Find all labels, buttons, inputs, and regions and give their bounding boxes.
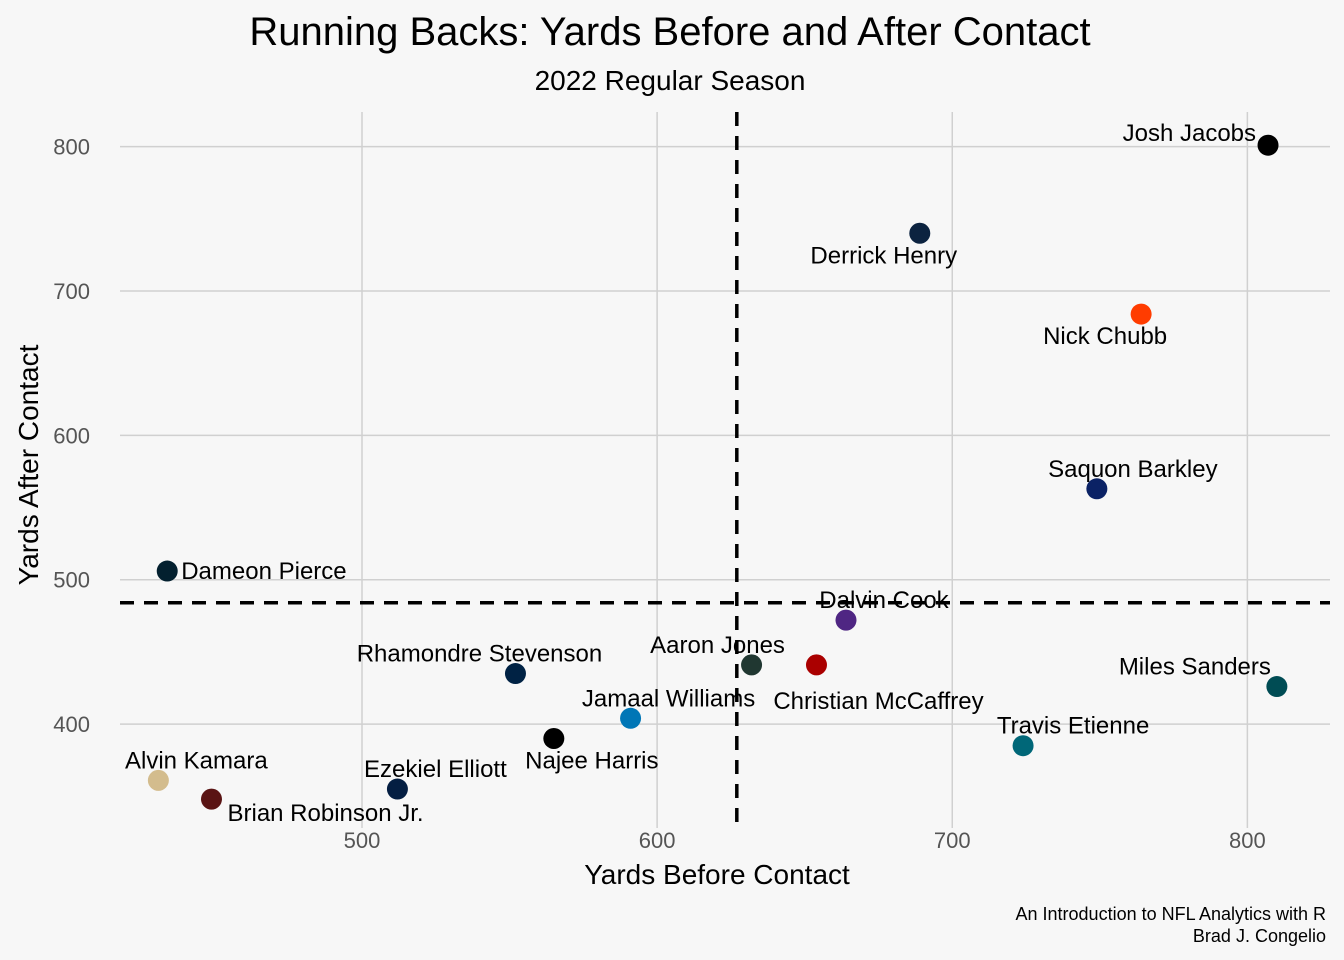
grid-layer xyxy=(120,112,1330,828)
point-label: Rhamondre Stevenson xyxy=(357,641,602,668)
point-label: Miles Sanders xyxy=(1119,654,1271,681)
data-point xyxy=(1130,303,1152,325)
point-label: Brian Robinson Jr. xyxy=(227,800,423,827)
data-point xyxy=(741,654,763,676)
caption-line-1: An Introduction to NFL Analytics with R xyxy=(1016,904,1326,924)
point-label: Najee Harris xyxy=(525,748,658,775)
data-point xyxy=(1266,676,1288,698)
data-point xyxy=(1257,134,1279,156)
y-tick-label: 800 xyxy=(53,135,90,160)
point-label: Alvin Kamara xyxy=(125,747,268,774)
data-point xyxy=(200,788,222,810)
y-tick-label: 400 xyxy=(53,712,90,737)
data-point xyxy=(1086,478,1108,500)
x-tick-label: 500 xyxy=(344,828,381,853)
x-tick-label: 600 xyxy=(639,828,676,853)
point-label: Ezekiel Elliott xyxy=(364,756,507,783)
point-label: Aaron Jones xyxy=(650,632,785,659)
point-label: Jamaal Williams xyxy=(582,685,755,712)
data-point xyxy=(835,609,857,631)
data-point xyxy=(1012,735,1034,757)
data-point xyxy=(147,769,169,791)
point-labels: Josh Jacobs Derrick Henry Nick Chubb Saquon… xyxy=(125,120,1271,827)
point-label: Dalvin Cook xyxy=(819,587,949,614)
chart-subtitle: 2022 Regular Season xyxy=(535,65,806,96)
y-tick-label: 600 xyxy=(53,423,90,448)
y-tick-label: 500 xyxy=(53,568,90,593)
point-label: Travis Etienne xyxy=(997,713,1150,740)
chart-title: Running Backs: Yards Before and After Co… xyxy=(249,10,1090,54)
point-label: Christian McCaffrey xyxy=(773,688,983,715)
data-points xyxy=(147,134,1288,810)
tick-labels: 500 600 700 800 400 500 600 700 800 xyxy=(53,135,1265,853)
point-label: Josh Jacobs xyxy=(1123,120,1256,147)
point-label: Derrick Henry xyxy=(810,242,957,269)
reference-lines xyxy=(120,112,1330,828)
caption-line-2: Brad J. Congelio xyxy=(1193,926,1326,946)
point-label: Nick Chubb xyxy=(1043,323,1167,350)
y-tick-label: 700 xyxy=(53,279,90,304)
data-point xyxy=(156,560,178,582)
data-point xyxy=(504,663,526,685)
point-label: Saquon Barkley xyxy=(1048,456,1217,483)
data-point xyxy=(909,222,931,244)
data-point xyxy=(620,707,642,729)
data-point xyxy=(543,728,565,749)
data-point xyxy=(386,778,408,800)
x-tick-label: 700 xyxy=(934,828,971,853)
y-axis-title: Yards After Contact xyxy=(13,344,44,585)
x-tick-label: 800 xyxy=(1229,828,1266,853)
x-axis-title: Yards Before Contact xyxy=(584,859,850,890)
data-point xyxy=(805,654,827,676)
point-label: Dameon Pierce xyxy=(181,558,346,585)
